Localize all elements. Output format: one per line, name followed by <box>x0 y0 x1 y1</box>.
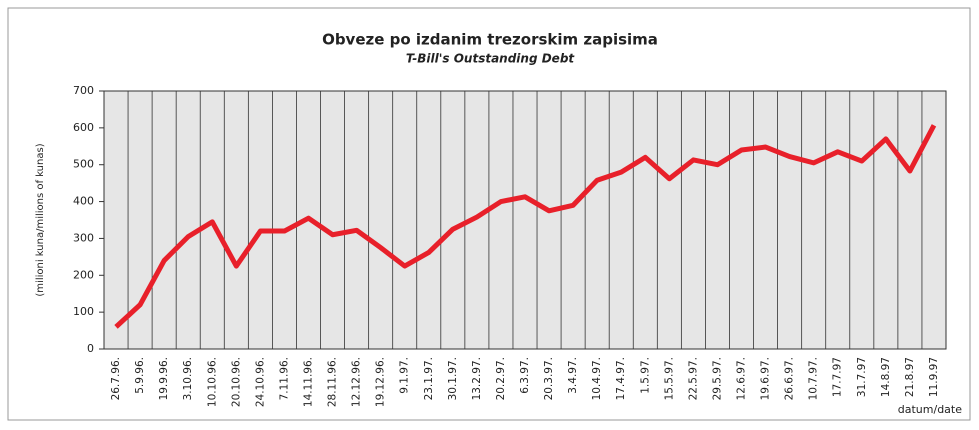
x-tick-label: 20.2.97. <box>495 357 507 400</box>
x-tick-label: 17.4.97. <box>615 357 627 400</box>
x-tick-label: 21.8.97 <box>904 357 916 397</box>
x-tick-label: 20.10.96. <box>230 357 242 407</box>
x-tick-label: 7.11.96. <box>278 357 290 400</box>
x-tick-label: 19.9.96. <box>158 357 170 400</box>
x-tick-label: 29.5.97. <box>711 357 723 400</box>
chart-subtitle: T-Bill's Outstanding Debt <box>406 52 576 66</box>
x-tick-label: 15.5.97. <box>663 357 675 400</box>
y-tick-label: 700 <box>73 84 94 97</box>
y-tick-label: 0 <box>87 342 94 355</box>
x-tick-label: 19.6.97. <box>760 357 772 400</box>
y-tick-label: 300 <box>73 231 94 244</box>
x-tick-label: 14.8.97 <box>880 357 892 397</box>
y-tick-label: 400 <box>73 195 94 208</box>
data-line <box>114 124 937 329</box>
x-tick-label: 10.4.97. <box>591 357 603 400</box>
y-tick-label: 100 <box>73 305 94 318</box>
plot-area <box>103 90 947 350</box>
y-tick-label: 200 <box>73 268 94 281</box>
x-tick-label: 11.9.97 <box>928 357 940 397</box>
x-tick-label: 26.7.96. <box>110 357 122 400</box>
y-tick-label: 600 <box>73 121 94 134</box>
x-tick-label: 24.10.96. <box>254 357 266 407</box>
x-tick-label: 22.5.97. <box>687 357 699 400</box>
x-axis-label: datum/date <box>898 403 962 416</box>
x-tick-label: 31.7.97 <box>856 357 868 397</box>
x-tick-label: 19.12.96. <box>375 357 387 407</box>
x-tick-label: 26.6.97. <box>784 357 796 400</box>
x-tick-label: 20.3.97. <box>543 357 555 400</box>
x-tick-label: 9.1.97. <box>399 357 411 394</box>
x-tick-label: 6.3.97. <box>519 357 531 394</box>
x-tick-label: 10.7.97. <box>808 357 820 400</box>
x-tick-label: 5.9.96. <box>134 357 146 394</box>
x-tick-label: 12.12.96. <box>351 357 363 407</box>
y-axis-label: (milioni kuna/milions of kunas) <box>35 143 46 296</box>
y-tick-label: 500 <box>73 158 94 171</box>
x-tick-label: 13.2.97. <box>471 357 483 400</box>
x-tick-label: 1.5.97. <box>639 357 651 394</box>
x-tick-label: 30.1.97. <box>447 357 459 400</box>
x-tick-label: 3.4.97. <box>567 357 579 394</box>
x-tick-label: 12.6.97. <box>736 357 748 400</box>
chart-title: Obveze po izdanim trezorskim zapisima <box>322 31 658 49</box>
x-tick-label: 3.10.96. <box>182 357 194 400</box>
x-tick-label: 23.1.97. <box>423 357 435 400</box>
x-tick-label: 14.11.96. <box>302 357 314 407</box>
x-tick-label: 10.10.96. <box>206 357 218 407</box>
x-tick-label: 17.7.97 <box>832 357 844 397</box>
x-tick-label: 28.11.96. <box>327 357 339 407</box>
